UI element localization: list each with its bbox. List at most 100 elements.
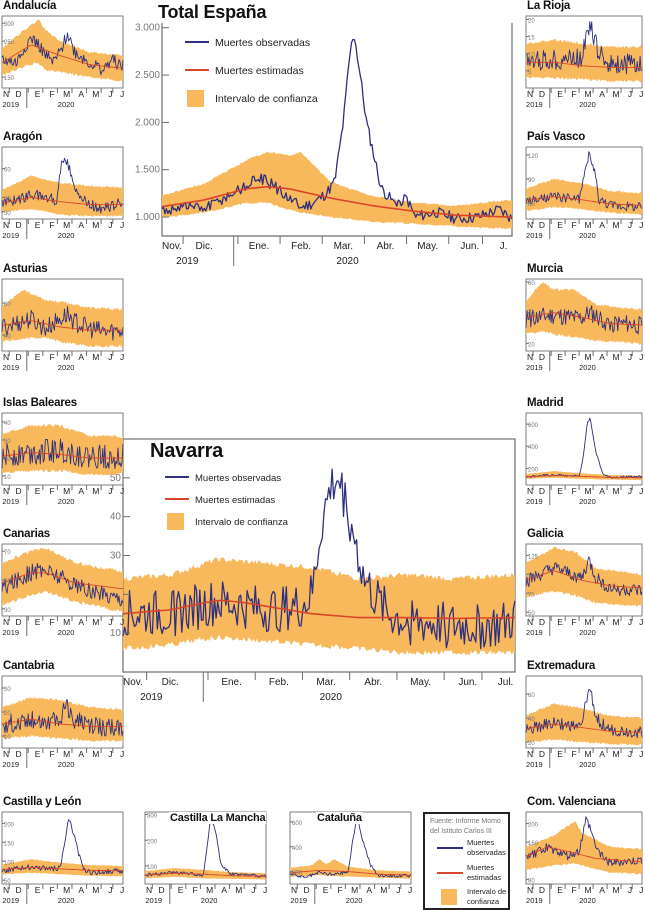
y-tick-label: 40 — [4, 334, 11, 340]
estimated-line — [1, 44, 124, 69]
chart-canarias: Canarias 30 50 70 N D E F M A M J J 2019 2020 — [0, 528, 126, 640]
x-tick-label: M — [63, 885, 70, 895]
x-tick-label: Abr. — [364, 677, 382, 688]
chart-galicia: Galicia 50 75 100 125 N D E F M A M J J 2019 2020 — [524, 528, 645, 640]
chart-castilla-y-leon: Castilla y León 50 100 150 200 N D E F M A M J J 2019 2… — [0, 796, 126, 908]
y-tick-label: 50 — [528, 611, 535, 617]
estimated-line — [525, 312, 643, 326]
chart-title: Aragón — [3, 131, 43, 143]
confidence-band — [526, 821, 642, 875]
x-tick-label: F — [50, 352, 55, 362]
x-tick-label: A — [78, 89, 84, 99]
estimated-line — [525, 196, 642, 206]
x-tick-label: J — [639, 885, 643, 895]
x-tick-label: M — [63, 749, 70, 759]
x-tick-label: M — [92, 885, 99, 895]
y-tick-label: 20 — [4, 457, 11, 463]
x-tick-label: M — [92, 749, 99, 759]
estimated-line — [525, 723, 642, 733]
y-tick-label: 250 — [4, 40, 15, 46]
x-tick-label: M — [613, 89, 620, 99]
x-tick-label: N — [527, 486, 533, 496]
chart-islas-baleares: Islas Baleares 10 20 30 40 N D E F M A M J J 2019 2020 — [0, 397, 126, 509]
estimated-line — [525, 846, 642, 863]
y-tick-label: 125 — [528, 554, 539, 560]
y-tick-label: 400 — [292, 846, 303, 852]
year-label: 2020 — [336, 256, 359, 267]
x-tick-label: A — [599, 749, 605, 759]
y-tick-label: 2.000 — [135, 117, 160, 128]
x-tick-label: N — [3, 885, 9, 895]
observed-line — [1, 438, 124, 470]
legend-label: Intervalo de confianza — [215, 93, 318, 105]
year-label: 2020 — [320, 692, 343, 703]
x-tick-label: D — [16, 617, 22, 627]
y-tick-label: 120 — [528, 154, 539, 160]
x-tick-label: E — [557, 617, 563, 627]
x-tick-label: A — [78, 617, 84, 627]
x-tick-label: N — [3, 486, 9, 496]
x-tick-label: N — [527, 885, 533, 895]
confidence-band — [2, 548, 123, 613]
plot-frame — [1, 811, 124, 885]
y-tick-label: 160 — [528, 841, 539, 847]
x-tick-label: A — [78, 486, 84, 496]
x-tick-label: D — [539, 617, 545, 627]
x-tick-label: M — [613, 486, 620, 496]
legend-band-swatch — [187, 90, 204, 107]
observed-line — [525, 689, 643, 739]
x-tick-label: D — [539, 486, 545, 496]
y-tick-label: 30 — [110, 551, 122, 562]
year-label: 2019 — [2, 363, 19, 372]
y-tick-label: 150 — [4, 76, 15, 82]
y-tick-label: 5 — [528, 70, 532, 76]
x-tick-label: E — [557, 749, 563, 759]
estimated-line — [122, 599, 516, 620]
chart-title: Andalucía — [3, 0, 57, 12]
x-tick-label: F — [50, 486, 55, 496]
y-tick-label: 90 — [528, 178, 535, 184]
chart-andalucia: Andalucía 150 250 300 N D E F M A M J J 2019 2020 — [0, 0, 126, 112]
x-tick-label: J — [120, 89, 124, 99]
y-tick-label: 50 — [110, 473, 122, 484]
observed-line — [525, 20, 643, 75]
observed-line — [1, 305, 124, 341]
x-tick-label: J — [108, 486, 112, 496]
x-tick-label: D — [159, 885, 165, 895]
x-tick-label: M — [92, 89, 99, 99]
year-label: 2019 — [2, 231, 19, 240]
x-tick-label: F — [193, 885, 198, 895]
chart-title: Cantabria — [3, 660, 55, 672]
x-tick-label: M — [92, 220, 99, 230]
chart-pais-vasco: País Vasco 60 90 120 N D E F M A M J J 2019 2020 — [524, 131, 645, 243]
legend-band-swatch — [167, 513, 184, 530]
year-label: 2019 — [2, 760, 19, 769]
x-tick-label: A — [78, 885, 84, 895]
chart-title: Com. Valenciana — [527, 796, 616, 808]
chart-extremadura: Extremadura 20 40 60 N D E F M A M J J 2019 2020 — [524, 660, 645, 772]
year-label: 2020 — [201, 896, 218, 905]
observed-line — [1, 699, 124, 737]
x-tick-label: J — [639, 749, 643, 759]
x-tick-label: D — [16, 885, 22, 895]
year-label: 2020 — [579, 760, 596, 769]
x-tick-label: D — [539, 352, 545, 362]
x-tick-label: D — [539, 885, 545, 895]
x-tick-label: J — [628, 885, 632, 895]
observed-line — [525, 417, 643, 479]
year-label: 2020 — [58, 497, 75, 506]
observed-line — [525, 556, 643, 597]
y-tick-label: 50 — [4, 879, 11, 885]
x-tick-label: N — [3, 89, 9, 99]
legend-label: Muertes observadas — [215, 37, 310, 49]
y-tick-label: 60 — [528, 202, 535, 208]
y-tick-label: 75 — [528, 592, 535, 598]
y-tick-label: 150 — [4, 841, 15, 847]
x-tick-label: F — [50, 885, 55, 895]
x-tick-label: M — [585, 352, 592, 362]
chart-cataluna: Cataluña 200 400 600 N D E F M A M J J 2019 2020 — [288, 796, 414, 908]
year-label: 2019 — [2, 628, 19, 637]
y-tick-label: 70 — [4, 550, 11, 556]
